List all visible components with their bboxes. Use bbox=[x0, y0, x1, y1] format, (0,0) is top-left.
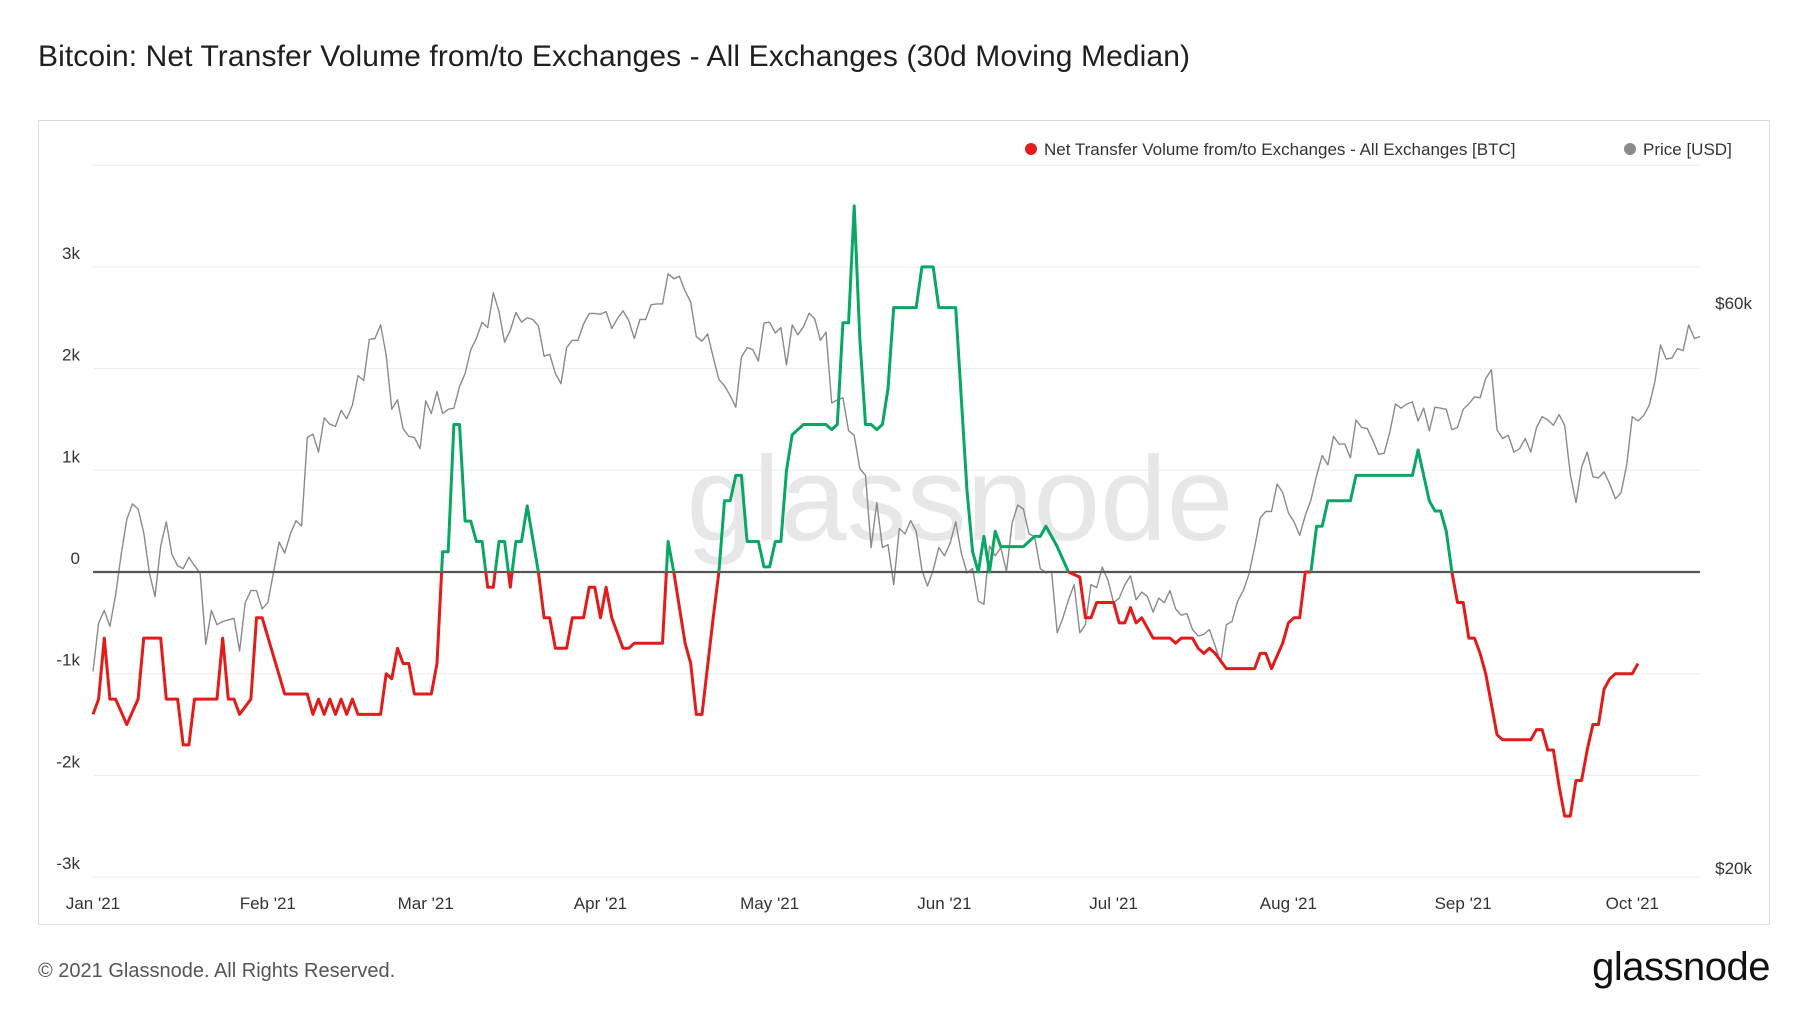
price-series bbox=[92, 273, 1701, 672]
net-transfer-line-positive bbox=[1309, 448, 1454, 573]
x-tick-label: Sep '21 bbox=[1435, 894, 1492, 913]
x-tick-label: Apr '21 bbox=[574, 894, 627, 913]
y-tick-label: -1k bbox=[56, 651, 80, 670]
y-tick-label: 3k bbox=[62, 244, 80, 263]
legend[interactable]: Net Transfer Volume from/to Exchanges - … bbox=[1025, 140, 1732, 159]
y-tick-label: 0 bbox=[71, 549, 80, 568]
net-transfer-line-negative bbox=[484, 571, 497, 589]
legend-label-price[interactable]: Price [USD] bbox=[1643, 140, 1732, 159]
y-right-tick-label: $20k bbox=[1715, 859, 1752, 878]
x-tick-label: Feb '21 bbox=[240, 894, 296, 913]
x-tick-label: Oct '21 bbox=[1606, 894, 1659, 913]
y-tick-label: -3k bbox=[56, 854, 80, 873]
y-tick-label: -2k bbox=[56, 752, 80, 771]
chart-frame bbox=[38, 120, 1770, 925]
x-tick-label: Jul '21 bbox=[1089, 894, 1138, 913]
net-transfer-line-negative bbox=[91, 571, 444, 747]
x-tick-label: Jun '21 bbox=[917, 894, 971, 913]
net-transfer-line-positive bbox=[440, 423, 488, 573]
x-tick-label: Aug '21 bbox=[1260, 894, 1317, 913]
grid-layer bbox=[93, 164, 1700, 878]
legend-marker-price[interactable] bbox=[1624, 143, 1636, 155]
net-transfer-line-negative bbox=[536, 571, 668, 650]
net-transfer-line-negative bbox=[1067, 570, 1311, 671]
net-transfer-line-negative bbox=[1450, 571, 1640, 818]
x-tick-label: Jan '21 bbox=[66, 894, 120, 913]
net-transfer-series bbox=[91, 204, 1640, 818]
net-transfer-line-negative bbox=[672, 571, 721, 716]
net-transfer-line-positive bbox=[493, 540, 510, 573]
copyright-text: © 2021 Glassnode. All Rights Reserved. bbox=[38, 960, 396, 982]
legend-marker-net[interactable] bbox=[1025, 143, 1037, 155]
net-transfer-line-positive bbox=[510, 504, 540, 573]
legend-label-net[interactable]: Net Transfer Volume from/to Exchanges - … bbox=[1044, 140, 1515, 159]
y-axis-right: $60k $20k bbox=[1715, 294, 1752, 878]
net-transfer-line-positive bbox=[664, 540, 676, 573]
y-tick-label: 2k bbox=[62, 346, 80, 365]
x-tick-label: May '21 bbox=[740, 894, 799, 913]
x-axis: Jan '21 Feb '21 Mar '21 Apr '21 May '21 Jun '… bbox=[66, 894, 1659, 913]
y-axis-left: 3k 2k 1k 0 -1k -2k -3k bbox=[56, 244, 80, 873]
net-transfer-line-negative bbox=[506, 571, 514, 589]
glassnode-logo[interactable]: glassnode bbox=[1592, 945, 1770, 989]
x-tick-label: Mar '21 bbox=[398, 894, 454, 913]
chart-title: Bitcoin: Net Transfer Volume from/to Exc… bbox=[38, 40, 1191, 73]
net-transfer-line-positive bbox=[717, 204, 1070, 574]
price-line bbox=[92, 273, 1701, 672]
y-tick-label: 1k bbox=[62, 447, 80, 466]
y-right-tick-label: $60k bbox=[1715, 294, 1752, 313]
